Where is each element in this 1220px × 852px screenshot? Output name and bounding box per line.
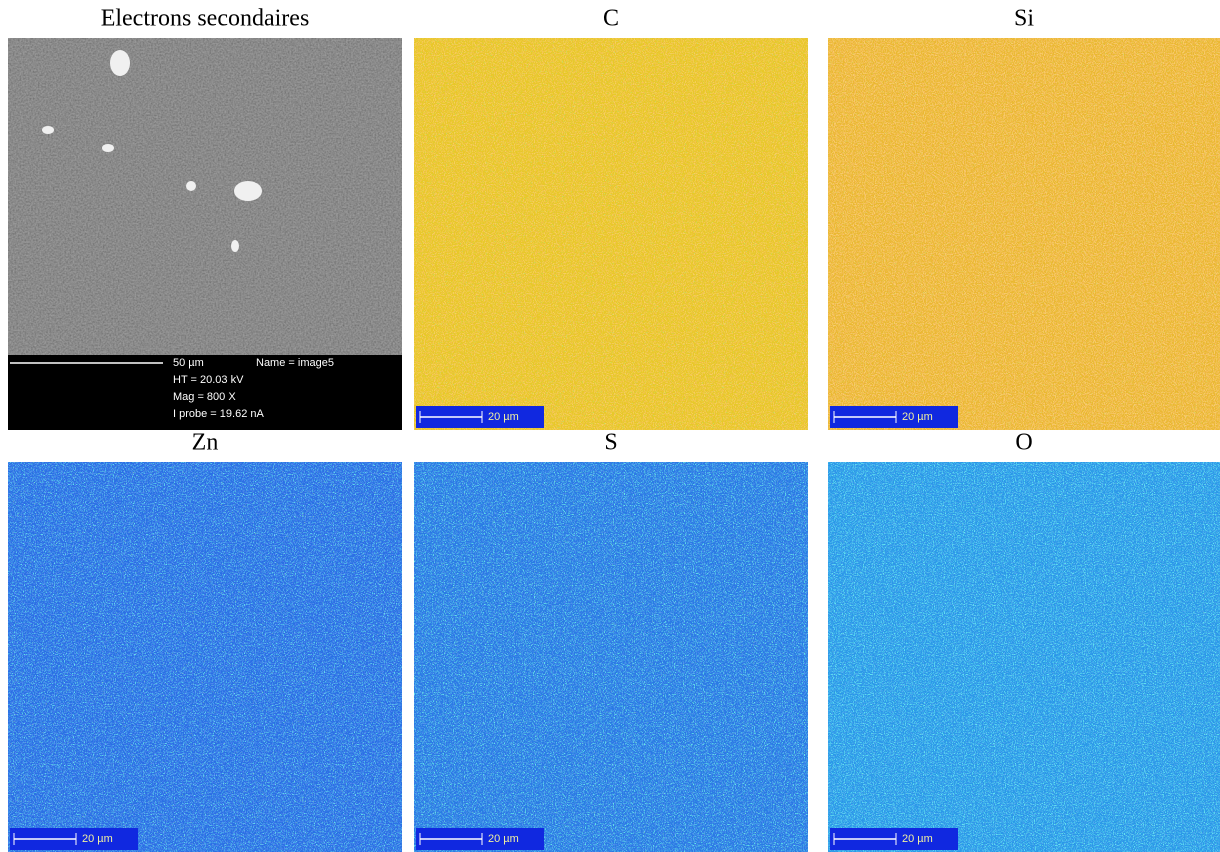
map-speckle (828, 462, 1220, 852)
particle (110, 50, 130, 76)
panel: O 20 µm (828, 430, 1220, 852)
scale-label: 20 µm (902, 833, 933, 845)
info-text: Mag = 800 X (173, 391, 236, 403)
panel-title: S (604, 430, 617, 456)
map-speckle (828, 38, 1220, 430)
map-speckle (8, 462, 402, 852)
info-band (8, 355, 402, 430)
scale-label: 20 µm (902, 411, 933, 423)
particle (231, 240, 239, 252)
scale-label: 20 µm (82, 833, 113, 845)
info-text: HT = 20.03 kV (173, 374, 244, 386)
scale-label: 50 µm (173, 357, 204, 369)
scale-label: 20 µm (488, 411, 519, 423)
panel: Electrons secondaires 50 µm Name = image5 H… (8, 6, 402, 430)
particle (234, 181, 262, 201)
panel: Si 20 µm (828, 6, 1220, 430)
info-text: Name = image5 (256, 357, 334, 369)
map-speckle (414, 38, 808, 430)
scale-label: 20 µm (488, 833, 519, 845)
panel-title: Zn (192, 430, 219, 456)
map-speckle (414, 462, 808, 852)
panel-title: O (1015, 430, 1032, 456)
panel: S 20 µm (414, 430, 808, 852)
panel: Zn 20 µm (8, 430, 402, 852)
particle (42, 126, 54, 134)
panel-title: Si (1014, 6, 1034, 32)
panel-title: C (603, 6, 619, 32)
info-text: I probe = 19.62 nA (173, 408, 264, 420)
panel-title: Electrons secondaires (101, 6, 310, 32)
particle (186, 181, 196, 191)
particle (102, 144, 114, 152)
panel: C 20 µm (414, 6, 808, 430)
